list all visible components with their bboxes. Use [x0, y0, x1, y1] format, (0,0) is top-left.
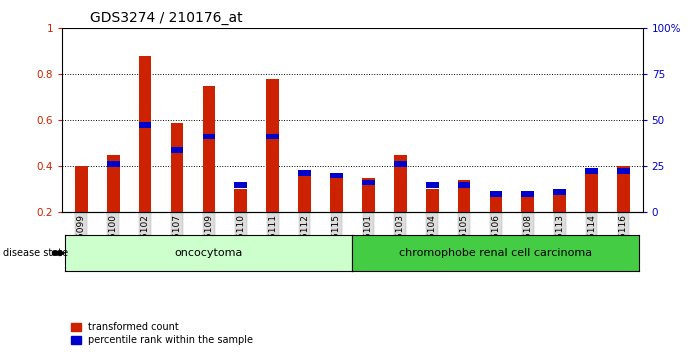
Bar	[489, 192, 502, 212]
Bar	[75, 166, 88, 212]
Bar	[299, 170, 311, 176]
Bar	[362, 179, 375, 185]
Bar	[617, 166, 630, 212]
Bar	[234, 189, 247, 212]
Bar	[202, 133, 216, 139]
Bar	[394, 161, 406, 167]
Bar	[299, 173, 311, 212]
Bar	[171, 147, 183, 153]
Bar	[107, 161, 120, 167]
Bar	[362, 178, 375, 212]
Bar	[426, 182, 439, 188]
Bar	[585, 169, 598, 212]
Text: GDS3274 / 210176_at: GDS3274 / 210176_at	[90, 11, 243, 25]
Bar	[553, 189, 566, 212]
Bar	[330, 173, 343, 178]
Bar	[426, 189, 439, 212]
Bar	[553, 189, 566, 195]
Bar	[202, 86, 216, 212]
Bar	[585, 168, 598, 174]
Bar	[489, 191, 502, 197]
Bar	[266, 133, 279, 139]
Text: oncocytoma: oncocytoma	[175, 248, 243, 258]
Bar	[522, 194, 534, 212]
Bar	[522, 191, 534, 197]
Bar	[266, 79, 279, 212]
Bar	[617, 168, 630, 174]
Bar	[457, 182, 471, 188]
Bar	[330, 173, 343, 212]
Bar	[171, 123, 183, 212]
Bar	[394, 155, 406, 212]
Text: disease state: disease state	[3, 248, 68, 258]
Text: chromophobe renal cell carcinoma: chromophobe renal cell carcinoma	[399, 248, 592, 258]
Bar	[139, 122, 151, 128]
Bar	[234, 182, 247, 188]
Bar	[107, 155, 120, 212]
Legend: transformed count, percentile rank within the sample: transformed count, percentile rank withi…	[67, 319, 257, 349]
Bar	[457, 180, 471, 212]
Bar	[139, 56, 151, 212]
